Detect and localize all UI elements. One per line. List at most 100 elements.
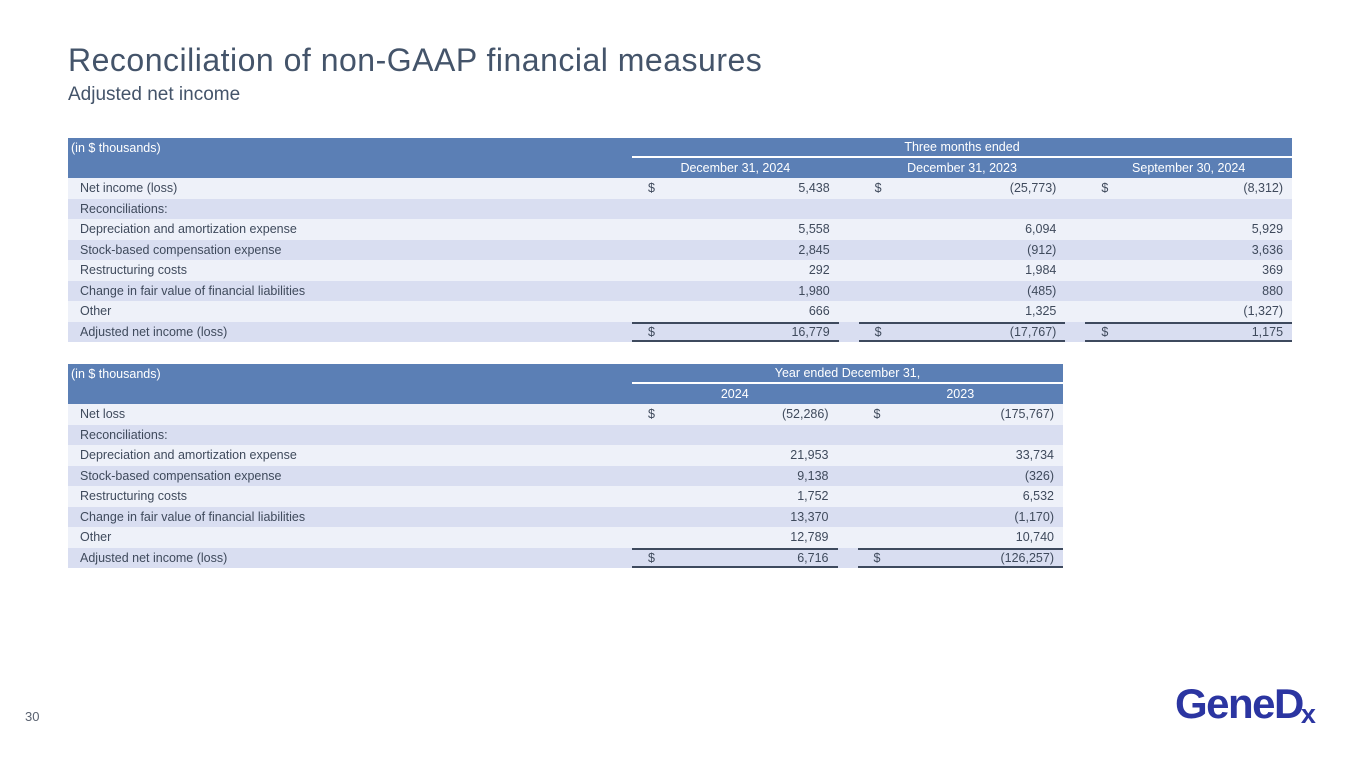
row-label: Stock-based compensation expense: [80, 468, 282, 483]
dollar-sign: $: [874, 181, 882, 196]
value-cell: 21,953: [632, 445, 838, 466]
value-cell: [632, 199, 839, 220]
cell-value: 21,953: [790, 448, 829, 463]
units-label: (in $ thousands): [71, 141, 161, 155]
cell-value: 369: [1262, 263, 1284, 278]
dollar-sign: $: [648, 407, 655, 422]
row-label: Stock-based compensation expense: [80, 242, 282, 257]
row-label: Depreciation and amortization expense: [80, 448, 297, 463]
value-cell: [632, 425, 838, 446]
column-gap: [839, 281, 859, 302]
row-label: Net income (loss): [80, 181, 178, 196]
cell-value: (175,767): [1000, 407, 1054, 422]
cell-value: 5,438: [798, 181, 830, 196]
cell-value: (485): [1027, 283, 1057, 298]
value-cell: $ (175,767): [858, 404, 1064, 425]
cell-value: 5,929: [1251, 222, 1284, 237]
value-cell: 1,980: [632, 281, 839, 302]
row-label: Adjusted net income (loss): [80, 324, 228, 339]
cell-value: 6,094: [1025, 222, 1057, 237]
dollar-sign: $: [1101, 324, 1109, 339]
column-gap: [839, 301, 859, 322]
column-gap: [838, 548, 858, 569]
value-cell: 1,984: [859, 260, 1066, 281]
value-cell: $16,779: [632, 321, 839, 342]
table-header-row-columns: December 31, 2024 December 31, 2023 Sept…: [68, 158, 1292, 178]
cell-value: 33,734: [1015, 448, 1054, 463]
column-header: December 31, 2024: [680, 161, 791, 175]
cell-value: 5,558: [798, 222, 830, 237]
column-gap: [838, 466, 858, 487]
column-gap: [1065, 260, 1085, 281]
table-row: Other 666 1,325 (1,327): [68, 301, 1292, 322]
cell-value: 10,740: [1015, 530, 1054, 545]
cell-value: 16,779: [791, 324, 830, 339]
cell-value: 1,325: [1025, 304, 1057, 319]
logo-text-x: x: [1300, 699, 1316, 729]
cell-value: (326): [1024, 468, 1054, 483]
value-cell: (1,327): [1085, 301, 1292, 322]
row-label: Change in fair value of financial liabil…: [80, 283, 306, 298]
value-cell: (912): [859, 240, 1066, 261]
value-cell: 880: [1085, 281, 1292, 302]
cell-value: 1,752: [797, 489, 829, 504]
table-row: Stock-based compensation expense 2,845 (91…: [68, 239, 1292, 261]
dollar-sign: $: [648, 181, 655, 196]
column-gap: [1065, 219, 1085, 240]
value-cell: 13,370: [632, 507, 838, 528]
table-row: Net loss $ (52,286) $ (175,767): [68, 404, 1063, 425]
cell-value: 6,532: [1022, 489, 1054, 504]
value-cell: 6,094: [859, 219, 1066, 240]
header-label-spacer: [68, 384, 632, 404]
dollar-sign: $: [1101, 181, 1109, 196]
row-label: Other: [80, 530, 112, 545]
column-gap: [838, 404, 858, 425]
value-cell: (1,170): [858, 507, 1064, 528]
table-header-row-span: (in $ thousands) Year ended December 31,: [68, 364, 1063, 384]
column-gap: [839, 322, 859, 343]
cell-value: (1,170): [1014, 509, 1054, 524]
cell-value: (912): [1027, 242, 1057, 257]
column-gap: [839, 199, 859, 220]
cell-value: (1,327): [1243, 304, 1284, 319]
table-body: Net loss $ (52,286) $ (175,767) Reconciliatio…: [68, 404, 1063, 568]
column-gap: [839, 219, 859, 240]
value-cell: 10,740: [858, 527, 1064, 548]
header-label-spacer: [68, 158, 632, 178]
cell-value: 1,175: [1251, 324, 1284, 339]
value-cell: $1,175: [1085, 321, 1293, 342]
value-cell: $ (52,286): [632, 404, 838, 425]
column-gap: [838, 486, 858, 507]
page-subtitle: Adjusted net income: [68, 84, 241, 105]
cell-value: 1,980: [798, 283, 830, 298]
table-row: Depreciation and amortization expense 5,5…: [68, 219, 1292, 240]
row-label: Restructuring costs: [80, 263, 187, 278]
row-label: Change in fair value of financial liabil…: [80, 509, 306, 524]
dollar-sign: $: [873, 550, 881, 565]
page-number: 30: [25, 709, 40, 724]
value-cell: 33,734: [858, 445, 1064, 466]
value-cell: 5,929: [1085, 219, 1292, 240]
row-label: Adjusted net income (loss): [80, 550, 228, 565]
value-cell: $ (126,257): [857, 547, 1063, 568]
value-cell: 369: [1085, 260, 1292, 281]
column-gap: [838, 507, 858, 528]
column-gap: [1065, 281, 1085, 302]
value-cell: 1,752: [632, 486, 838, 507]
cell-value: 880: [1262, 283, 1284, 298]
cell-value: 3,636: [1251, 242, 1284, 257]
column-gap: [838, 425, 858, 446]
dollar-sign: $: [873, 407, 881, 422]
table-year-ended: (in $ thousands) Year ended December 31,…: [68, 364, 1063, 568]
column-gap: [838, 384, 858, 404]
row-label: Reconciliations:: [80, 201, 168, 216]
column-header: 2024: [720, 387, 749, 401]
table-row: Reconciliations:: [68, 424, 1063, 446]
page-title: Reconciliation of non-GAAP financial mea…: [68, 42, 763, 78]
row-label: Reconciliations:: [80, 427, 168, 442]
cell-value: (8,312): [1243, 181, 1284, 196]
logo-text-d: D: [1274, 680, 1304, 727]
value-cell: 1,325: [859, 301, 1066, 322]
value-cell: 3,636: [1085, 240, 1292, 261]
